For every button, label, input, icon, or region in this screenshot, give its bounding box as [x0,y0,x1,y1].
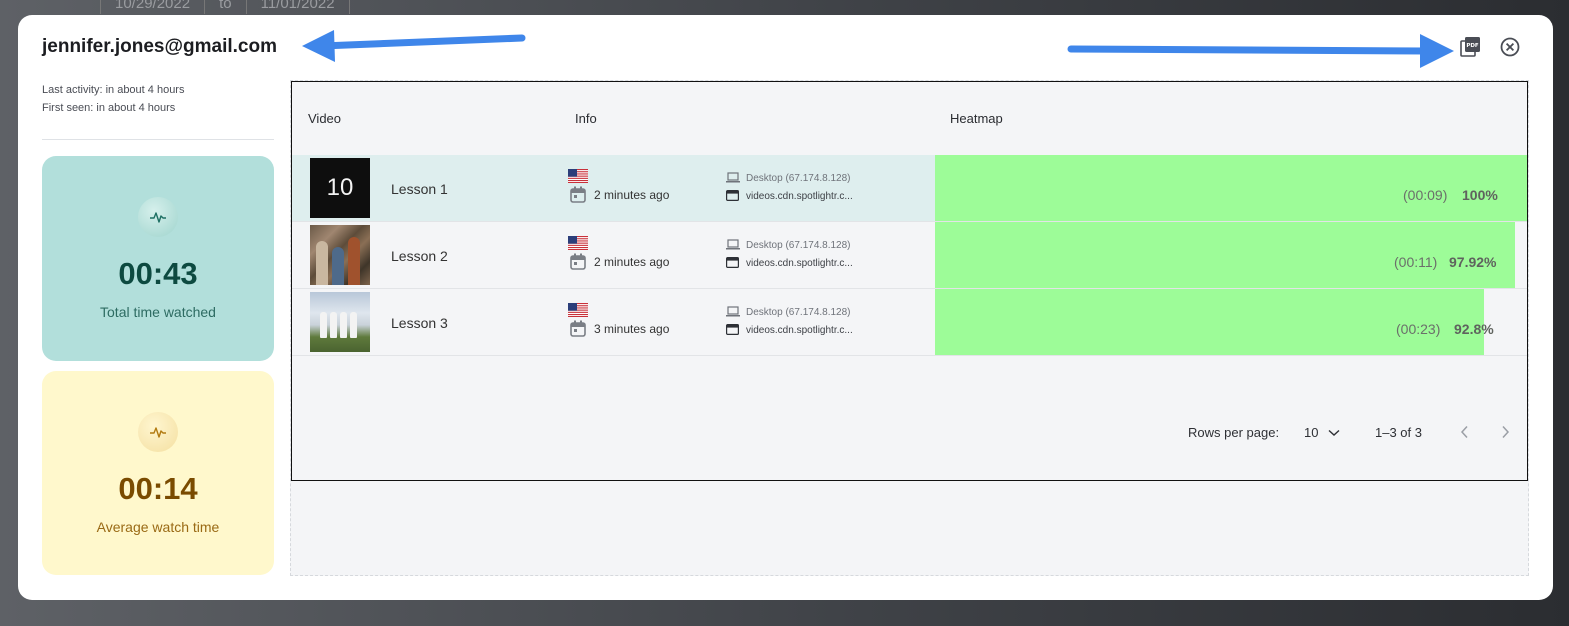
thumbnail-figure [340,312,347,338]
pagination-range: 1–3 of 3 [1375,425,1422,440]
device-info: Desktop (67.174.8.128) [746,173,851,184]
user-detail-modal: jennifer.jones@gmail.com Last activity: … [18,15,1553,600]
table-row[interactable]: Lesson 2 2 minutes ago Desktop (67.174.8… [292,222,1527,289]
heatmap-time: (00:11) [1394,254,1438,270]
column-header-heatmap[interactable]: Heatmap [950,111,1003,126]
browser-icon [726,257,739,268]
chevron-left-icon[interactable] [1460,425,1470,439]
source-url[interactable]: videos.cdn.spotlightr.c... [746,325,853,336]
heatmap-time: (00:23) [1396,321,1441,337]
average-time-value: 00:14 [118,471,198,506]
table-row[interactable]: Lesson 3 3 minutes ago Desktop (67.174.8… [292,289,1527,356]
heatmap-time: (00:09) [1403,187,1448,203]
browser-icon [726,190,739,201]
video-thumbnail[interactable] [310,225,370,285]
calendar-icon [570,186,586,203]
background-date-range: 10/29/2022 to 11/01/2022 [100,0,460,14]
user-email-title: jennifer.jones@gmail.com [42,36,277,57]
pdf-icon[interactable]: PDF [1459,36,1481,58]
views-table: Video Info Heatmap 10 Lesson 1 2 minutes… [291,81,1528,481]
chevron-right-icon[interactable] [1500,425,1510,439]
us-flag-icon [568,236,588,250]
heatmap-bar [935,155,1527,221]
background-to-label: to [205,0,247,14]
chevron-down-icon [1328,429,1340,436]
first-seen-text: First seen: in about 4 hours [42,102,176,114]
device-info: Desktop (67.174.8.128) [746,307,851,318]
video-thumbnail[interactable] [310,292,370,352]
source-url[interactable]: videos.cdn.spotlightr.c... [746,258,853,269]
calendar-icon [570,253,586,270]
column-header-video[interactable]: Video [308,111,342,126]
table-row[interactable]: 10 Lesson 1 2 minutes ago Desktop (67.17… [292,155,1527,222]
activity-meta: Last activity: in about 4 hours First se… [42,81,184,117]
thumbnail-figure [348,237,360,285]
activity-icon [138,412,178,452]
time-ago: 2 minutes ago [594,255,670,269]
last-activity-text: Last activity: in about 4 hours [42,84,185,96]
us-flag-icon [568,303,588,317]
average-time-label: Average watch time [96,519,220,535]
heatmap-bar [935,222,1515,288]
rows-per-page-label: Rows per page: [1188,425,1280,440]
laptop-icon [726,306,740,317]
lesson-title[interactable]: Lesson 2 [391,248,448,264]
table-header: Video Info Heatmap [292,82,1527,154]
annotation-arrow-right-icon [1067,34,1454,68]
heatmap-bar [935,289,1484,355]
heatmap-percent: 100% [1462,187,1498,203]
total-time-label: Total time watched [100,304,216,320]
rows-per-page-select[interactable]: 10 [1304,425,1340,440]
close-icon[interactable] [1499,36,1521,58]
divider [42,139,274,140]
thumbnail-figure [330,312,337,338]
column-header-info[interactable]: Info [575,111,597,126]
thumbnail-figure [350,312,357,338]
time-ago: 2 minutes ago [594,188,670,202]
device-info: Desktop (67.174.8.128) [746,240,851,251]
thumbnail-figure [316,241,328,285]
laptop-icon [726,172,740,183]
thumbnail-figure [320,312,327,338]
thumbnail-figure [332,247,344,285]
us-flag-icon [568,169,588,183]
laptop-icon [726,239,740,250]
calendar-icon [570,320,586,337]
activity-icon [138,197,178,237]
heatmap-percent: 97.92% [1449,254,1497,270]
svg-text:PDF: PDF [1466,43,1479,49]
average-time-card: 00:14 Average watch time [42,371,274,575]
browser-icon [726,324,739,335]
heatmap-percent: 92.8% [1454,321,1494,337]
annotation-arrow-left-icon [302,30,526,62]
source-url[interactable]: videos.cdn.spotlightr.c... [746,191,853,202]
background-date-to: 11/01/2022 [247,0,350,14]
lesson-title[interactable]: Lesson 1 [391,181,448,197]
thumbnail-number: 10 [326,174,354,201]
background-date-from: 10/29/2022 [101,0,206,14]
total-time-card: 00:43 Total time watched [42,156,274,361]
time-ago: 3 minutes ago [594,322,670,336]
video-thumbnail[interactable]: 10 [310,158,370,218]
lesson-title[interactable]: Lesson 3 [391,315,448,331]
rows-per-page-value: 10 [1304,425,1319,440]
total-time-value: 00:43 [118,256,198,291]
